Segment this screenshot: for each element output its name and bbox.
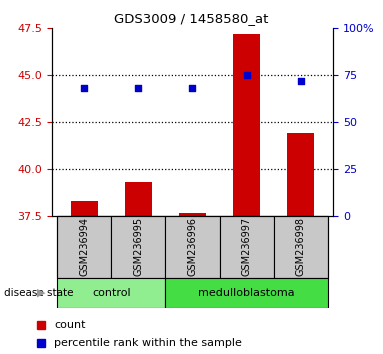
Bar <box>70 201 98 216</box>
Text: count: count <box>54 320 86 330</box>
Text: medulloblastoma: medulloblastoma <box>198 288 295 298</box>
Text: GSM236997: GSM236997 <box>242 217 252 276</box>
Text: GDS3009 / 1458580_at: GDS3009 / 1458580_at <box>114 12 269 25</box>
Bar <box>165 216 219 278</box>
Text: GSM236995: GSM236995 <box>133 217 143 276</box>
Bar <box>233 34 260 216</box>
Bar <box>57 278 165 308</box>
Point <box>81 86 87 91</box>
Text: ▶: ▶ <box>38 288 46 298</box>
Bar <box>287 133 314 216</box>
Point <box>298 78 304 84</box>
Text: GSM236998: GSM236998 <box>296 217 306 276</box>
Point <box>135 86 141 91</box>
Text: GSM236996: GSM236996 <box>187 217 198 276</box>
Text: control: control <box>92 288 131 298</box>
Bar <box>179 213 206 216</box>
Bar <box>57 216 111 278</box>
Bar <box>125 182 152 216</box>
Bar <box>165 278 328 308</box>
Text: GSM236994: GSM236994 <box>79 217 89 276</box>
Text: disease state: disease state <box>4 288 73 298</box>
Text: percentile rank within the sample: percentile rank within the sample <box>54 338 242 348</box>
Bar <box>274 216 328 278</box>
Bar <box>219 216 274 278</box>
Point <box>190 86 196 91</box>
Bar <box>111 216 165 278</box>
Point <box>244 73 250 78</box>
